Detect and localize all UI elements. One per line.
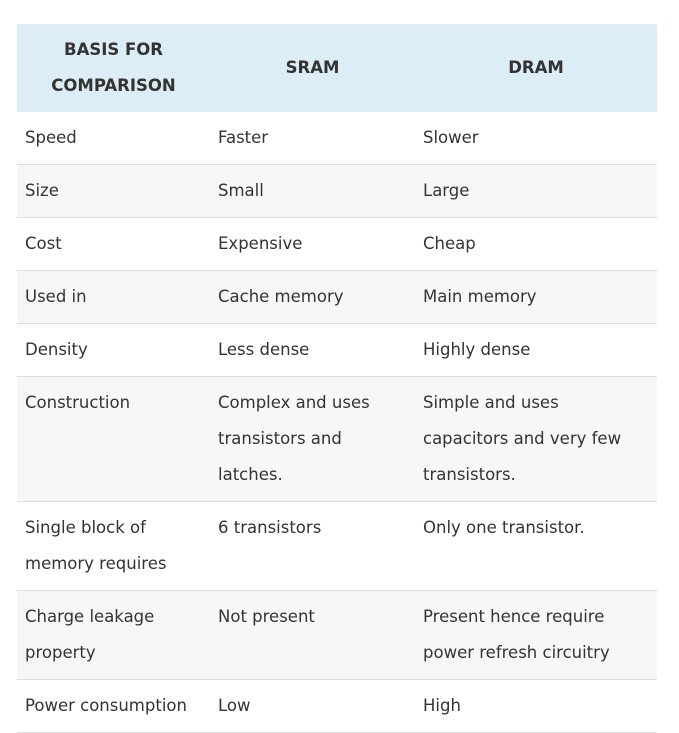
cell-sram: Less dense: [210, 323, 415, 377]
cell-basis: Used in: [17, 270, 210, 324]
cell-dram: Main memory: [415, 270, 657, 324]
cell-basis: Single block of memory requires: [17, 501, 210, 591]
cell-sram: Low: [210, 679, 415, 733]
table-row: Density Less dense Highly dense: [17, 323, 657, 377]
cell-sram: Cache memory: [210, 270, 415, 324]
table-row: Speed Faster Slower: [17, 112, 657, 165]
header-dram: DRAM: [415, 24, 657, 112]
table-row: Cost Expensive Cheap: [17, 217, 657, 271]
table-body: Speed Faster Slower Size Small Large Cos…: [17, 112, 657, 733]
cell-sram: Expensive: [210, 217, 415, 271]
cell-dram: Slower: [415, 112, 657, 165]
cell-basis: Construction: [17, 376, 210, 502]
cell-sram: Small: [210, 164, 415, 218]
table-row: Single block of memory requires 6 transi…: [17, 501, 657, 591]
table-header: BASIS FOR COMPARISON SRAM DRAM: [17, 24, 657, 112]
cell-basis: Power consumption: [17, 679, 210, 733]
cell-sram: Complex and uses transistors and latches…: [210, 376, 415, 502]
cell-basis: Cost: [17, 217, 210, 271]
cell-dram: Present hence require power refresh circ…: [415, 590, 657, 680]
cell-sram: Faster: [210, 112, 415, 165]
header-row: BASIS FOR COMPARISON SRAM DRAM: [17, 24, 657, 112]
cell-dram: High: [415, 679, 657, 733]
cell-dram: Cheap: [415, 217, 657, 271]
cell-basis: Speed: [17, 112, 210, 165]
comparison-table: BASIS FOR COMPARISON SRAM DRAM Speed Fas…: [17, 24, 657, 733]
header-sram: SRAM: [210, 24, 415, 112]
cell-sram: Not present: [210, 590, 415, 680]
cell-basis: Size: [17, 164, 210, 218]
cell-dram: Large: [415, 164, 657, 218]
table-row: Used in Cache memory Main memory: [17, 270, 657, 324]
comparison-table-container: BASIS FOR COMPARISON SRAM DRAM Speed Fas…: [17, 24, 657, 733]
table-row: Power consumption Low High: [17, 679, 657, 733]
cell-basis: Charge leakage property: [17, 590, 210, 680]
cell-dram: Only one transistor.: [415, 501, 657, 591]
table-row: Size Small Large: [17, 164, 657, 218]
cell-basis: Density: [17, 323, 210, 377]
cell-dram: Highly dense: [415, 323, 657, 377]
cell-dram: Simple and uses capacitors and very few …: [415, 376, 657, 502]
table-row: Construction Complex and uses transistor…: [17, 376, 657, 502]
cell-sram: 6 transistors: [210, 501, 415, 591]
table-row: Charge leakage property Not present Pres…: [17, 590, 657, 680]
header-basis: BASIS FOR COMPARISON: [17, 24, 210, 112]
